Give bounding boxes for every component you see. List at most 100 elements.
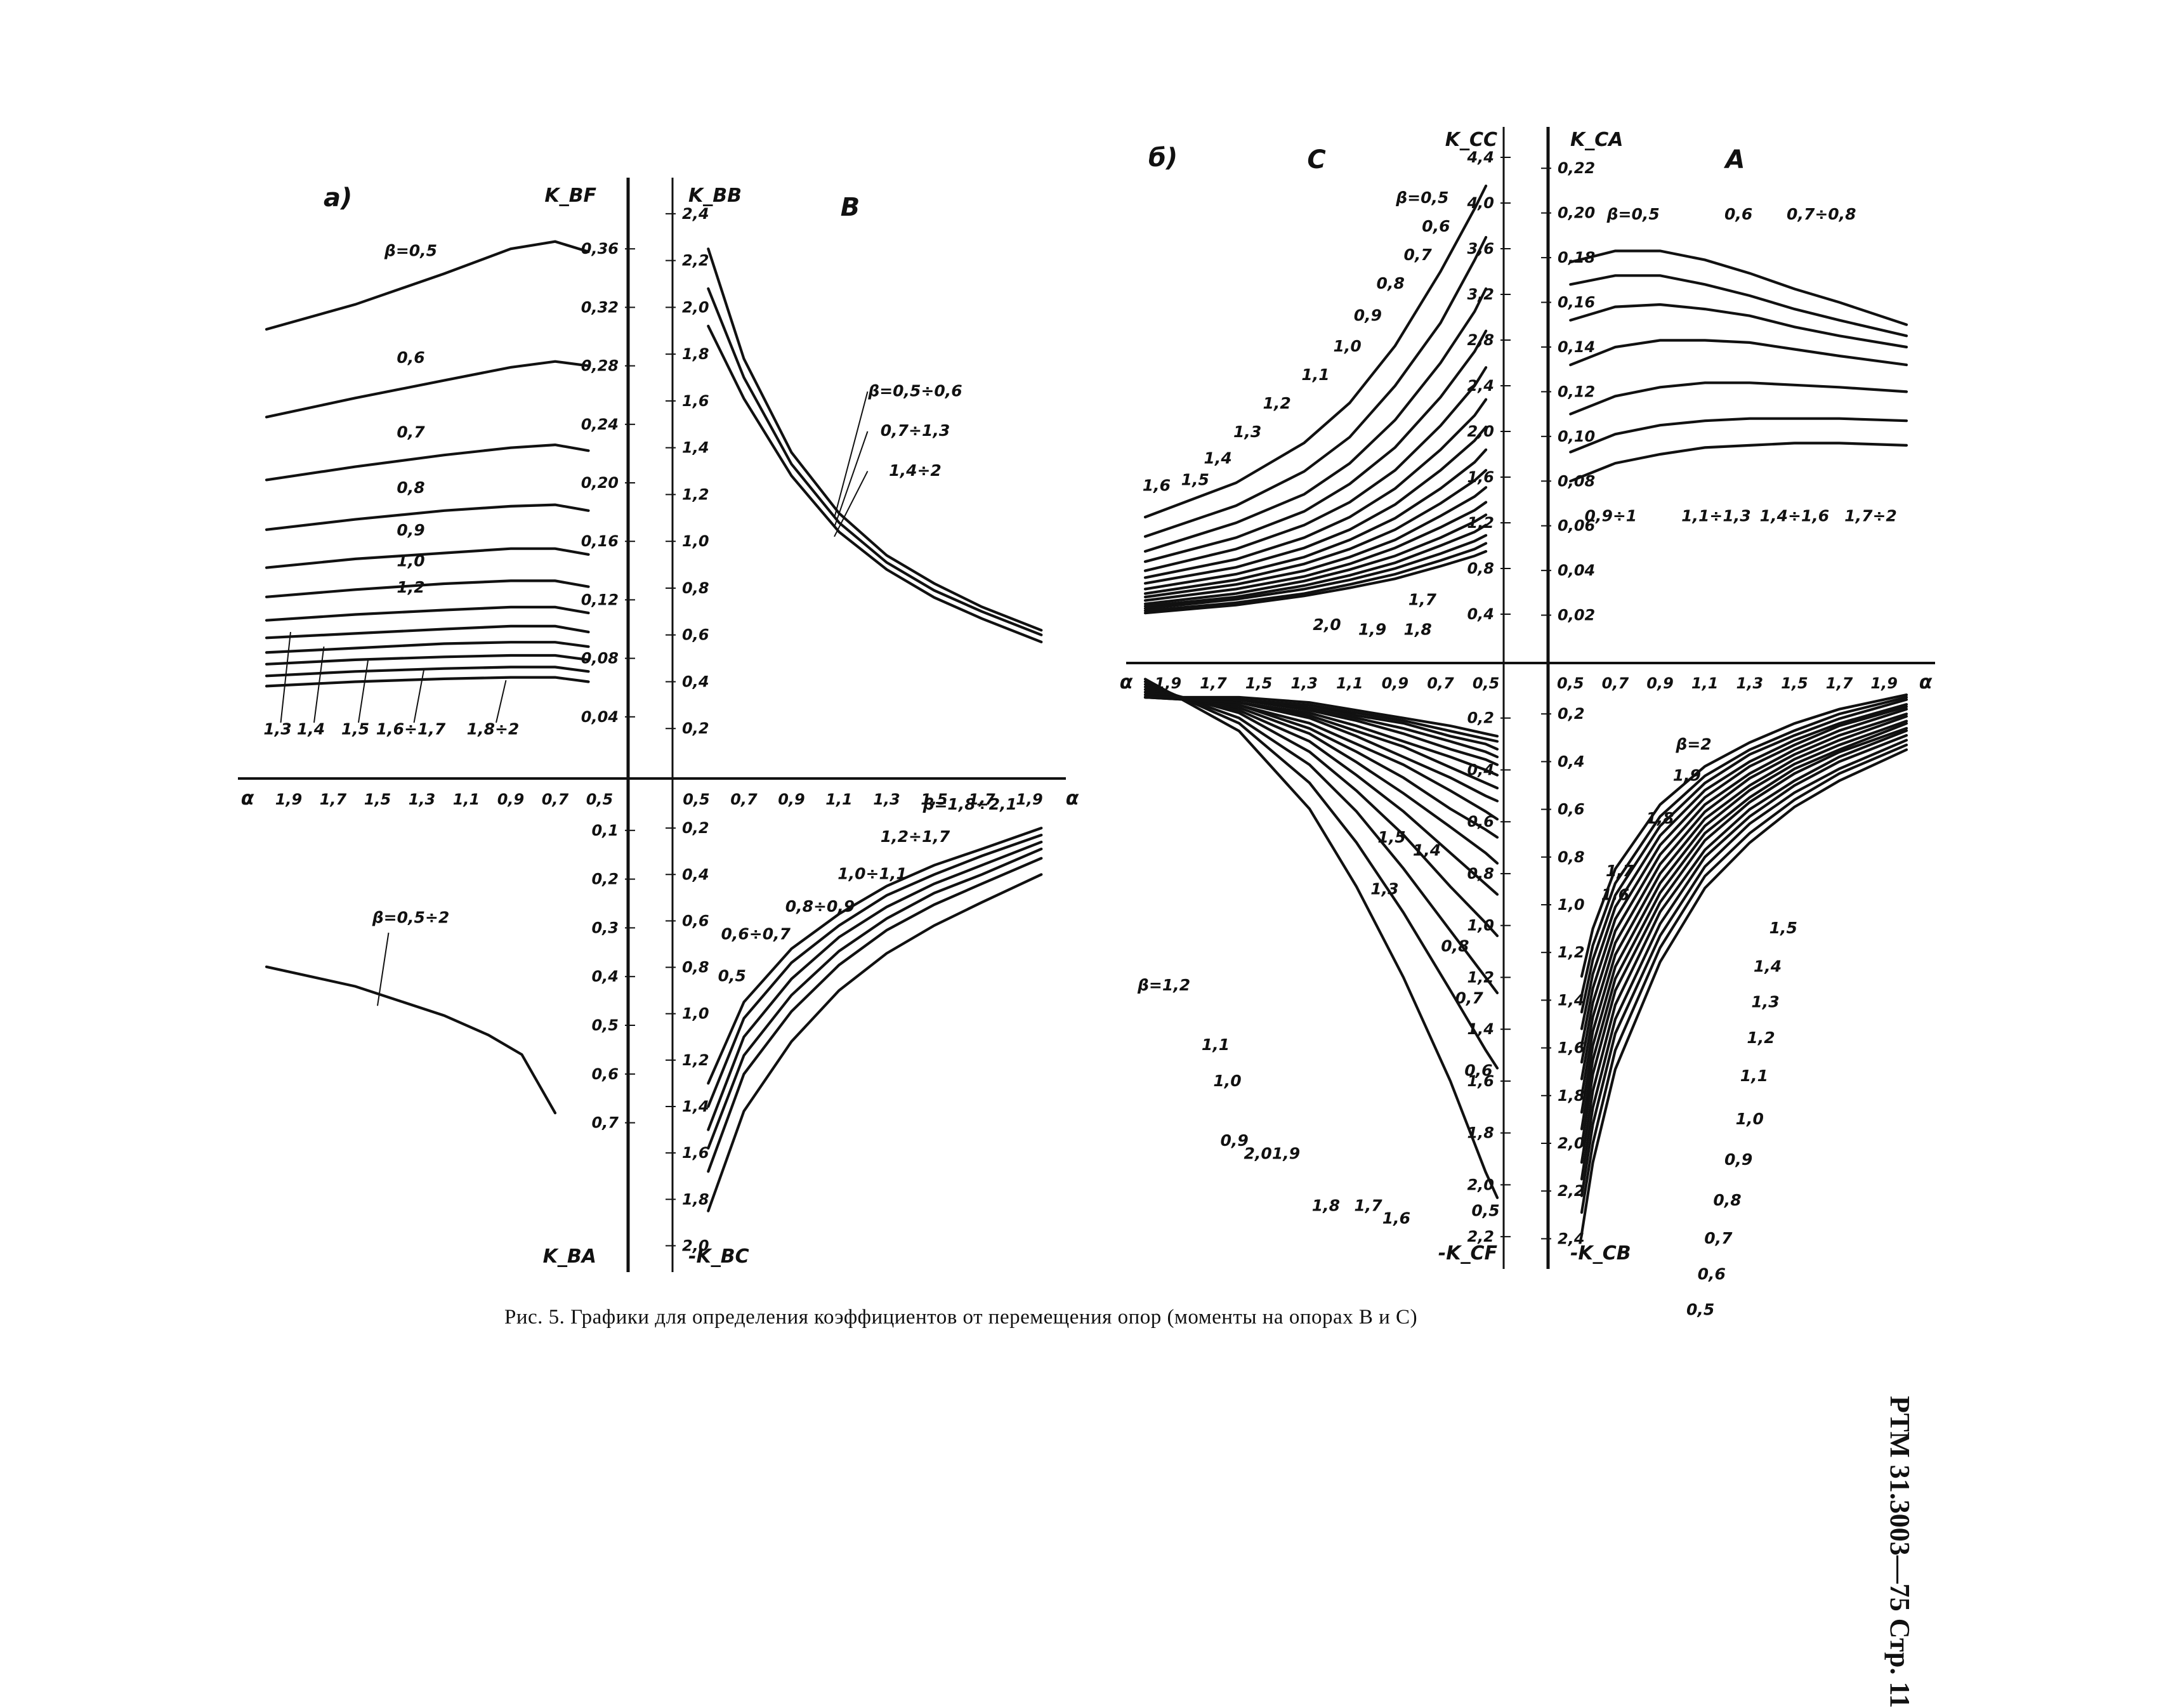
x-tick-label: 1,3	[1736, 674, 1764, 692]
y-tick-label: 1,4	[682, 439, 709, 457]
curve-label: 0,9	[1724, 1150, 1752, 1169]
curve-label: 1,4	[1413, 841, 1441, 859]
curve-label: 1,0÷1,1	[837, 865, 907, 883]
curve-b-bottom-right-2	[1580, 698, 1908, 1014]
curve-b-bottom-right-3	[1580, 703, 1908, 1030]
y-tick-label: 1,6	[1467, 1072, 1494, 1090]
curve-label: 1,4	[1754, 957, 1782, 975]
curve-b-top-left-8	[1143, 469, 1488, 595]
a-top-right-curves: β=0,5÷0,6 0,7÷1,3 1,4÷2	[707, 247, 1043, 643]
label-leader	[413, 669, 424, 723]
y-tick-label: 0,6	[682, 626, 709, 644]
curve-b-bottom-right-4	[1580, 705, 1908, 1047]
curve-a-top-left-0	[265, 240, 590, 331]
curve-label: 1,4÷1,6	[1760, 507, 1830, 525]
curve-b-bottom-right-13	[1580, 739, 1908, 1197]
x-tick-label: 0,9	[497, 791, 525, 808]
y-tick-label: 2,2	[1558, 1182, 1585, 1200]
y-tick-label: 0,2	[682, 719, 709, 737]
figure-caption: Рис. 5. Графики для определения коэффици…	[504, 1306, 1418, 1329]
curve-a-top-left-8	[265, 641, 590, 654]
curve-label: 1,7	[1354, 1196, 1382, 1214]
curve-label: 0,8	[1441, 937, 1469, 956]
a-top-left-y-ticks: 0,040,080,120,160,200,240,280,320,36	[581, 240, 635, 726]
y-tick-label: 0,5	[591, 1016, 619, 1034]
y-tick-label: 0,10	[1558, 428, 1595, 445]
b-top-right-x-ticks: α 0,5 0,7 0,9 1,1 1,3 1,5 1,7 1,9	[1557, 671, 1933, 693]
a-top-right-x-ticks: α 0,5 0,7 0,9 1,1 1,3 1,5 1,7 1,9	[683, 787, 1079, 810]
x-tick-label: 0,7	[1427, 674, 1454, 692]
curve-label: 1,5	[1377, 828, 1405, 846]
curve-label: 1,1	[1202, 1035, 1230, 1054]
ylabel-a-bottom-left: K_BA	[543, 1245, 596, 1268]
curve-a-top-right-0	[707, 247, 1043, 632]
x-tick-label: 0,5	[1557, 674, 1584, 692]
x-tick-label: 0,9	[1646, 674, 1674, 692]
curve-label: 1,8÷2	[467, 719, 520, 738]
y-tick-label: 1,4	[1467, 1020, 1494, 1038]
y-tick-label: 0,14	[1558, 338, 1595, 356]
y-tick-label: 0,04	[1558, 562, 1595, 579]
curve-label: 2,0	[1313, 615, 1341, 634]
x-tick-label: 1,5	[1245, 674, 1273, 692]
curve-label: 0,7	[1455, 989, 1483, 1007]
y-tick-label: 0,4	[1467, 605, 1494, 623]
x-tick-label: 1,3	[1290, 674, 1318, 692]
curve-a-top-left-11	[265, 676, 590, 688]
curve-b-top-left-15	[1143, 549, 1488, 615]
curve-label: 1,7	[1408, 591, 1437, 609]
curve-b-top-right-2	[1569, 303, 1908, 349]
ylabel-a-bottom-right: -K_BC	[688, 1245, 749, 1268]
y-tick-label: 1,2	[682, 485, 709, 503]
curve-b-top-left-10	[1143, 501, 1488, 602]
b-top-left-curves: β=0,5 0,6 0,7 0,8 0,9 1,0 1,1 1,21,31,4 1,5 1,6 1,…	[1143, 184, 1488, 638]
a-bottom-right-y-ticks: 0,2 0,4 0,6 0,8 1,0 1,2 1,4 1,6 1,8 2,0	[666, 819, 709, 1254]
y-tick-label: 2,0	[682, 1237, 709, 1254]
y-tick-label: 0,2	[682, 819, 709, 837]
alpha-axis-label: α	[1919, 671, 1933, 693]
curve-label: 1,5	[1181, 471, 1209, 489]
y-tick-label: 0,32	[581, 298, 619, 316]
y-tick-label: 1,8	[682, 1190, 709, 1208]
label-leader	[280, 632, 291, 723]
b-top-right-curves: β=0,5 0,6 0,7÷0,8 0,9÷1 1,1÷1,3 1,4÷1,6 1,7÷2	[1569, 205, 1908, 525]
curve-label: β=1,8÷2,1	[922, 795, 1017, 813]
y-tick-label: 0,4	[682, 865, 709, 883]
curve-b-top-right-6	[1569, 442, 1908, 483]
curve-label: 1,0	[1736, 1110, 1764, 1128]
y-tick-label: 0,2	[1467, 709, 1494, 727]
curve-label: 0,9	[1220, 1131, 1248, 1150]
x-tick-label: 0,9	[1382, 674, 1409, 692]
panel-label-b: б)	[1148, 143, 1178, 173]
x-tick-label: 0,5	[683, 791, 710, 808]
header-b-top-right: А	[1724, 145, 1745, 174]
curve-b-bottom-right-8	[1580, 719, 1908, 1114]
curve-b-top-left-13	[1143, 534, 1488, 610]
curve-label: 1,2÷1,7	[881, 827, 950, 846]
header-b-top-left: С	[1307, 145, 1325, 174]
y-tick-label: 0,20	[1558, 204, 1595, 222]
alpha-axis-label: α	[241, 787, 254, 810]
curve-b-top-right-4	[1569, 381, 1908, 416]
label-leader	[313, 647, 325, 723]
curve-label: 0,8	[1377, 274, 1405, 292]
a-bottom-right-curves: β=1,8÷2,1 1,2÷1,7 1,0÷1,1 0,8÷0,9 0,6÷0,7 0,5	[707, 795, 1043, 1212]
curve-b-top-right-0	[1569, 249, 1908, 326]
x-tick-label: 1,1	[825, 791, 853, 808]
y-tick-label: 2,4	[1558, 1230, 1585, 1247]
curve-label: β=2	[1675, 735, 1711, 754]
curve-label: 1,9	[1673, 766, 1701, 784]
y-tick-label: 0,8	[682, 959, 709, 976]
axes-frame	[238, 127, 1935, 1272]
curve-label: 0,8÷0,9	[785, 897, 855, 916]
y-tick-label: 2,4	[682, 205, 709, 223]
y-tick-label: 1,6	[682, 1144, 709, 1162]
y-tick-label: 0,16	[581, 532, 619, 550]
alpha-axis-label: α	[1120, 671, 1133, 693]
y-tick-label: 1,6	[1558, 1039, 1585, 1057]
curve-a-bottom-left-0	[265, 965, 557, 1115]
curve-a-bottom-right-0	[707, 827, 1043, 1085]
curve-b-bottom-left-0	[1143, 678, 1499, 1199]
curve-b-bottom-right-10	[1580, 726, 1908, 1147]
curve-b-bottom-right-5	[1580, 707, 1908, 1064]
